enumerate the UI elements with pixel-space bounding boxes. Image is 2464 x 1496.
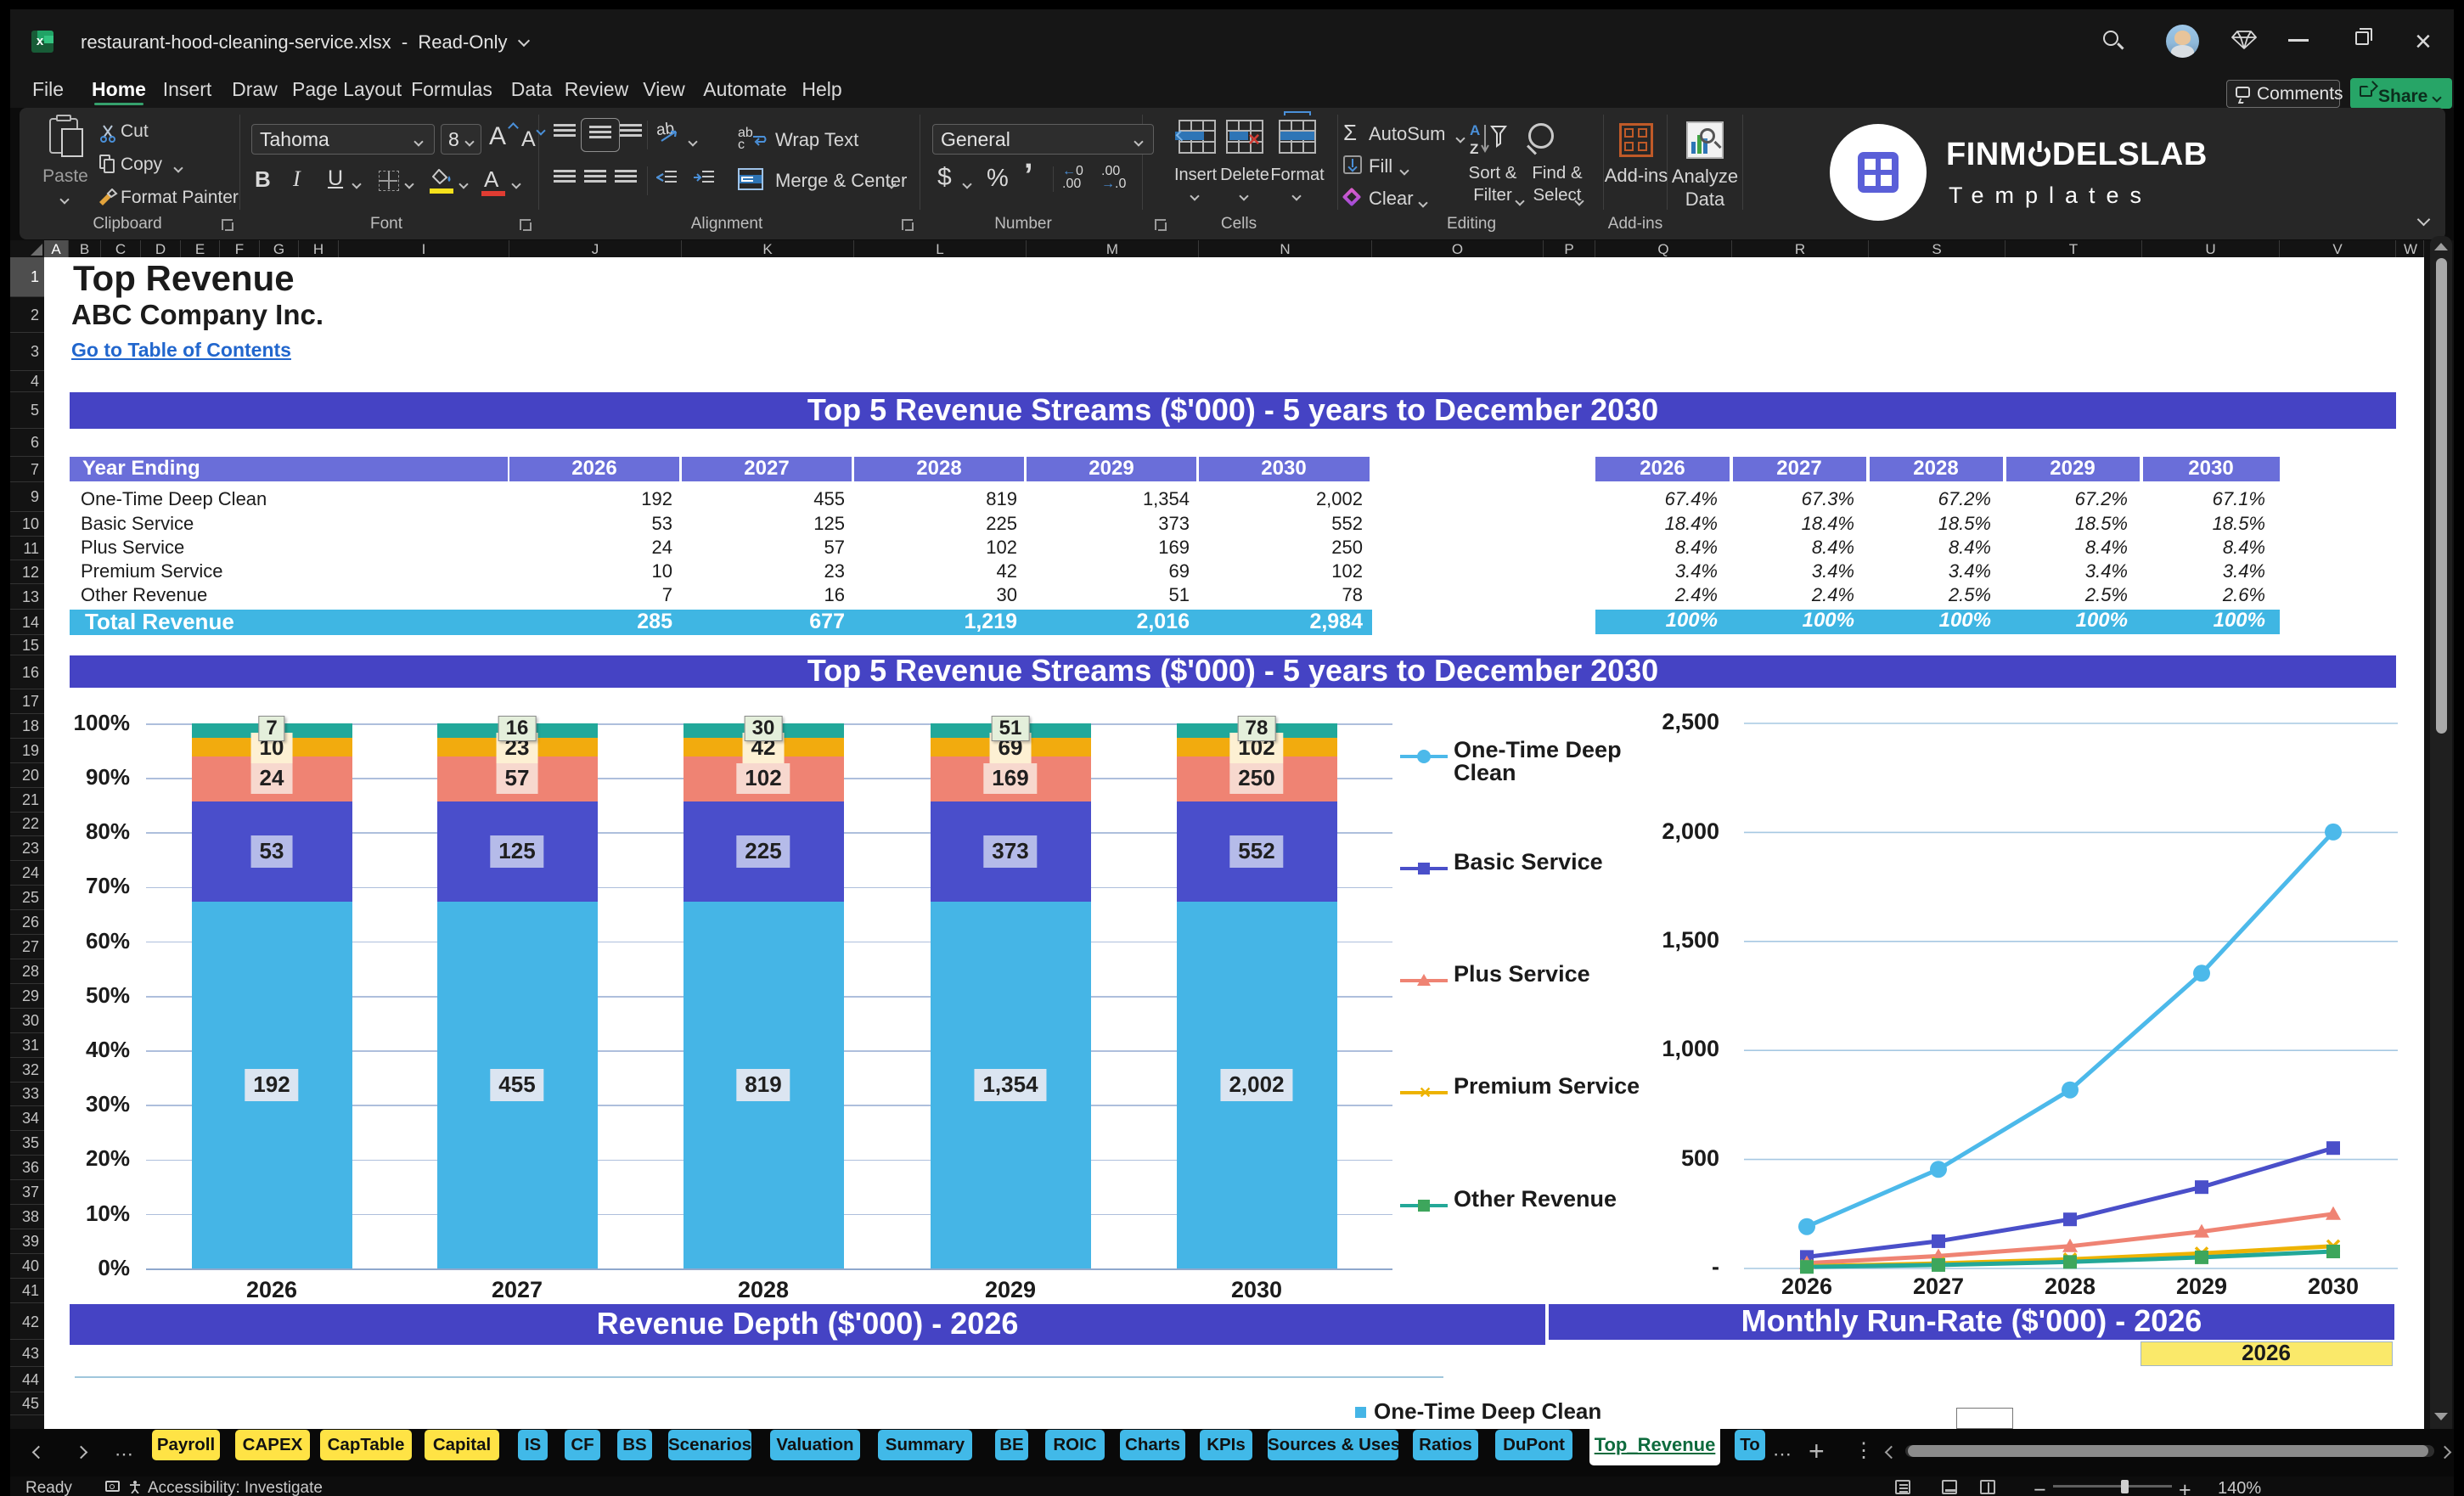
svg-text:Z: Z (1470, 141, 1478, 155)
svg-text:A: A (1470, 122, 1480, 138)
